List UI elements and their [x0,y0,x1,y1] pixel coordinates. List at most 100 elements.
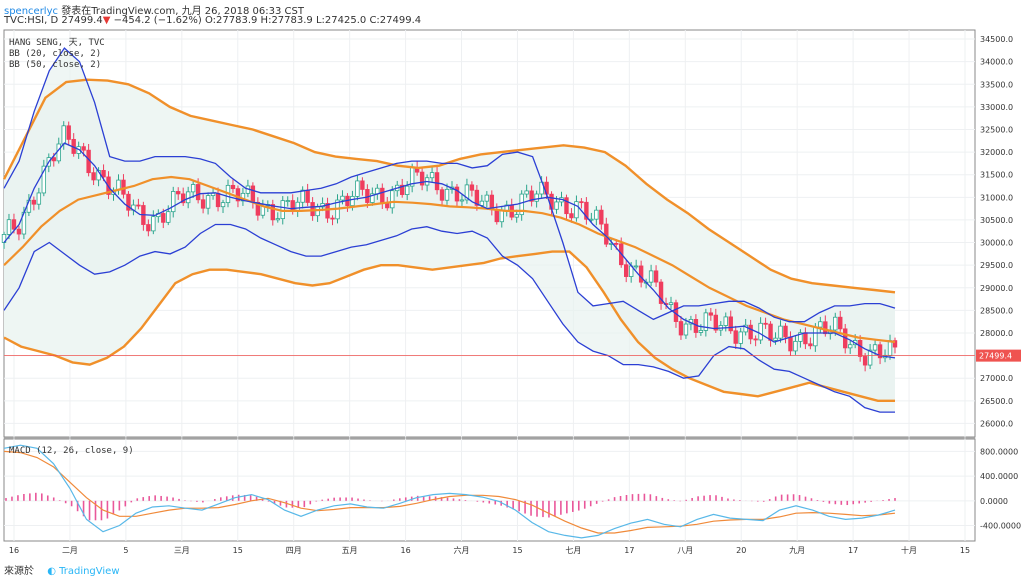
bb20-middle-line [3,142,896,359]
candle-up [633,265,639,268]
candle-up [594,209,599,220]
bb20-lower-line [3,223,895,413]
candle-up [798,332,803,342]
candle-down [270,204,275,221]
candle-down [494,209,499,223]
candle-down [768,323,773,341]
x-tick-label: 16 [400,546,410,555]
candle-down [180,193,186,204]
candle-up [350,195,355,207]
candle-up [459,199,465,202]
tradingview-logo[interactable]: ◐ TradingView [47,566,120,577]
macd-y-tick-label: 800.0000 [980,447,1018,456]
candle-up [41,165,47,194]
candle-up [275,218,280,221]
candle-up [872,344,878,351]
tradingview-brand: TradingView [59,566,120,577]
candle-up [1,234,7,243]
candle-down [235,188,241,202]
legend-title: HANG SENG, 天, TVC [9,38,105,48]
candle-up [698,330,704,333]
candle-up [848,344,853,349]
candle-up [6,219,12,235]
candle-up [793,340,798,352]
candle-down [136,204,141,207]
candle-down [360,180,365,190]
candle-up [574,201,579,219]
candle-down [434,172,440,191]
candle-down [763,322,768,325]
candle-down [788,336,793,352]
candle-up [484,194,490,202]
candle-down [877,344,883,359]
candle-down [330,217,335,220]
candle-down [51,157,56,162]
candle-up [190,184,196,193]
candle-up [524,190,529,195]
candle-down [250,185,256,203]
candle-down [838,316,843,330]
candle-down [678,321,684,336]
y-tick-label: 33000.0 [980,103,1013,112]
macd-histogram [5,492,896,521]
candle-down [823,321,828,335]
footer-source: 來源於 [4,566,34,577]
candle-up [668,302,674,305]
y-tick-label: 34500.0 [980,35,1013,44]
y-tick-label: 32500.0 [980,125,1013,134]
macd-line [3,444,896,539]
candle-down [31,199,37,205]
candle-up [61,125,66,145]
y-tick-label: 33500.0 [980,80,1013,89]
symbol-label: TVC:HSI, D [4,15,59,26]
x-tick-label: 五月 [342,546,358,555]
candle-down [584,201,589,220]
candle-up [390,190,395,209]
candle-down [200,199,206,209]
candle-down [469,184,475,191]
publish-info: 發表在TradingView.com, 九月 26, 2018 06:33 CS… [61,6,304,17]
candle-down [126,193,131,211]
y-tick-label: 28000.0 [980,329,1013,338]
x-tick-label: 二月 [62,546,78,555]
candle-down [653,270,659,283]
candle-up [300,189,305,203]
bb50-middle-line [3,175,896,344]
x-tick-label: 四月 [286,546,302,555]
y-tick-label: 29500.0 [980,261,1013,270]
candle-up [758,322,763,341]
candle-up [833,316,838,331]
candle-up [56,143,61,162]
candle-up [166,211,171,223]
x-tick-label: 六月 [454,545,470,555]
candle-up [519,193,524,216]
x-tick-label: 17 [624,546,634,555]
author-link[interactable]: spencerlyc [4,6,59,17]
candle-down [419,171,425,186]
candle-up [205,195,211,209]
candle-down [564,197,569,215]
candle-up [151,216,156,232]
candle-up [429,172,435,179]
candle-down [569,213,574,219]
candle-up [36,192,42,205]
candle-down [380,187,385,204]
y-tick-label: 30500.0 [980,216,1013,225]
x-tick-label: 15 [233,546,243,555]
candle-up [887,340,893,356]
candle-down [146,224,151,232]
last-price: 27499.4 [61,15,103,26]
macd-pane [3,438,976,542]
y-tick-label: 27000.0 [980,374,1013,383]
candle-up [285,200,290,202]
candle-down [748,324,753,340]
candle-down [230,184,236,190]
candle-down [529,190,534,202]
candle-up [683,323,689,336]
candle-up [464,184,470,201]
candle-up [171,191,176,213]
last-price-label: 27499.4 [979,352,1012,361]
candle-down [733,330,738,344]
legend-bb20: BB (20, close, 2) [9,49,102,59]
